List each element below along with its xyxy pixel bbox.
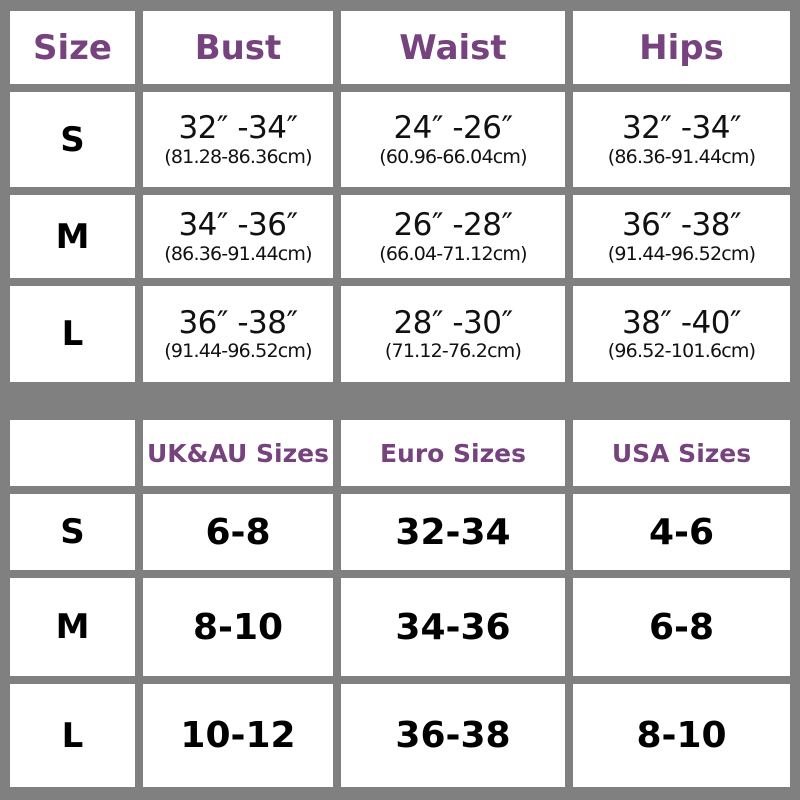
size-value: 36-38	[395, 715, 511, 756]
size-cell: M	[10, 195, 135, 278]
measurement-cell: 32″ -34″ (86.36-91.44cm)	[573, 92, 790, 187]
measurement-cell: 36″ -38″ (91.44-96.52cm)	[573, 195, 790, 278]
measurement-cell: 38″ -40″ (96.52-101.6cm)	[573, 286, 790, 382]
cm-range: (66.04-71.12cm)	[379, 242, 527, 265]
size-value: 34-36	[395, 606, 511, 648]
header-cell: UK&AU Sizes	[143, 420, 333, 486]
size-value: 32-34	[395, 511, 511, 553]
inch-range: 32″ -34″	[178, 110, 298, 147]
column-header: Size	[33, 27, 112, 68]
size-cell: S	[10, 92, 135, 187]
size-value: 10-12	[180, 715, 296, 756]
conversion-cell: 10-12	[143, 684, 333, 787]
conversion-cell: 6-8	[573, 578, 790, 676]
conversion-cell: 8-10	[143, 578, 333, 676]
inch-range: 24″ -26″	[393, 110, 513, 147]
inch-range: 38″ -40″	[621, 304, 742, 341]
conversion-cell: 4-6	[573, 494, 790, 570]
measurement-cell: 24″ -26″ (60.96-66.04cm)	[341, 92, 565, 187]
header-cell: Size	[10, 11, 135, 84]
size-cell: L	[10, 286, 135, 382]
size-cell: M	[10, 578, 135, 676]
conversion-cell: 34-36	[341, 578, 565, 676]
size-value: 6-8	[648, 606, 715, 648]
size-label: L	[61, 715, 84, 756]
measurement-cell: 34″ -36″ (86.36-91.44cm)	[143, 195, 333, 278]
inch-range: 32″ -34″	[621, 110, 742, 147]
column-header: Bust	[194, 27, 282, 68]
header-cell: Euro Sizes	[341, 420, 565, 486]
header-cell: Bust	[143, 11, 333, 84]
column-header: Hips	[639, 27, 724, 68]
cm-range: (71.12-76.2cm)	[384, 340, 522, 363]
cm-range: (86.36-91.44cm)	[607, 145, 756, 168]
header-cell: USA Sizes	[573, 420, 790, 486]
size-cell: S	[10, 494, 135, 570]
column-header: Euro Sizes	[379, 438, 527, 468]
inch-range: 34″ -36″	[178, 207, 298, 244]
size-label: S	[60, 512, 85, 552]
conversion-cell: 32-34	[341, 494, 565, 570]
size-value: 8-10	[636, 715, 727, 756]
inch-range: 36″ -38″	[178, 304, 298, 341]
column-header: USA Sizes	[611, 438, 752, 468]
size-label: L	[61, 314, 84, 354]
header-cell: Waist	[341, 11, 565, 84]
measurement-cell: 36″ -38″ (91.44-96.52cm)	[143, 286, 333, 382]
size-value: 4-6	[648, 511, 715, 553]
header-cell: Hips	[573, 11, 790, 84]
header-cell	[10, 420, 135, 486]
conversion-cell: 36-38	[341, 684, 565, 787]
column-header: Waist	[399, 27, 507, 68]
cm-range: (91.44-96.52cm)	[164, 340, 312, 363]
cm-range: (60.96-66.04cm)	[379, 145, 527, 168]
measurement-cell: 32″ -34″ (81.28-86.36cm)	[143, 92, 333, 187]
measurement-cell: 26″ -28″ (66.04-71.12cm)	[341, 195, 565, 278]
conversion-cell: 8-10	[573, 684, 790, 787]
conversion-cell: 6-8	[143, 494, 333, 570]
cm-range: (86.36-91.44cm)	[164, 242, 312, 265]
cm-range: (81.28-86.36cm)	[164, 145, 312, 168]
cm-range: (96.52-101.6cm)	[607, 340, 756, 363]
inch-range: 26″ -28″	[393, 207, 513, 244]
size-cell: L	[10, 684, 135, 787]
inch-range: 36″ -38″	[621, 207, 742, 244]
size-value: 6-8	[205, 511, 271, 553]
inch-range: 28″ -30″	[393, 304, 513, 341]
size-label: S	[60, 119, 85, 160]
measurement-cell: 28″ -30″ (71.12-76.2cm)	[341, 286, 565, 382]
cm-range: (91.44-96.52cm)	[607, 242, 756, 265]
column-header: UK&AU Sizes	[146, 438, 330, 468]
size-label: M	[55, 216, 90, 257]
size-value: 8-10	[192, 606, 284, 648]
size-label: M	[55, 607, 90, 647]
